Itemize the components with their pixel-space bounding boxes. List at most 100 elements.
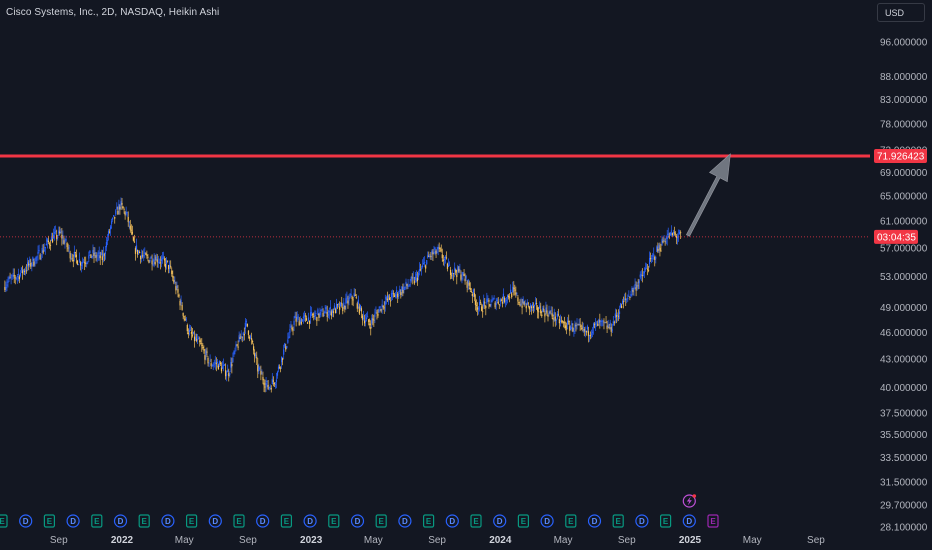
dividend-badge[interactable]: D	[256, 514, 270, 528]
candle	[102, 246, 104, 263]
candle	[554, 312, 556, 327]
candle	[261, 369, 263, 375]
candle	[386, 291, 388, 303]
candle	[115, 209, 117, 216]
candle	[449, 266, 452, 280]
time-tick-label: Sep	[807, 535, 825, 546]
currency-button[interactable]: USD	[877, 3, 925, 22]
dividend-badge[interactable]: D	[303, 514, 317, 528]
dividend-badge[interactable]: D	[113, 514, 128, 528]
dividend-badge[interactable]: D	[208, 514, 222, 528]
candle	[172, 270, 174, 282]
candle	[652, 253, 654, 263]
candle	[336, 303, 339, 310]
candle	[100, 249, 102, 256]
dividend-badge[interactable]: D	[66, 514, 80, 528]
candle	[16, 274, 18, 284]
earnings-badge[interactable]: E	[612, 514, 624, 528]
time-tick-label: May	[743, 535, 762, 546]
earnings-badge[interactable]: E	[233, 514, 245, 528]
earnings-badge[interactable]: E	[138, 514, 150, 528]
candle	[597, 320, 599, 327]
candle	[512, 281, 514, 293]
chart-title: Cisco Systems, Inc., 2D, NASDAQ, Heikin …	[6, 7, 220, 18]
candle	[315, 310, 317, 321]
candle	[361, 313, 364, 326]
candle	[225, 363, 227, 380]
candle	[341, 296, 343, 308]
candle	[72, 254, 74, 268]
candle	[78, 252, 81, 264]
earnings-badge[interactable]: E	[517, 514, 530, 528]
dividend-badge[interactable]: D	[19, 514, 33, 528]
candle	[44, 246, 46, 255]
candle	[57, 234, 59, 241]
svg-text:D: D	[592, 517, 598, 526]
candle	[75, 249, 77, 264]
candle	[381, 299, 383, 314]
projection-arrow[interactable]	[685, 153, 731, 237]
candle	[269, 384, 271, 390]
candle	[498, 304, 500, 310]
candle	[62, 230, 64, 245]
candle	[241, 336, 243, 343]
dividend-badge[interactable]: D	[445, 514, 459, 528]
earnings-badge[interactable]: E	[470, 514, 482, 528]
candle	[515, 286, 517, 298]
candle	[56, 229, 58, 246]
dividend-badge[interactable]: D	[161, 514, 175, 528]
earnings-badge[interactable]: E	[565, 514, 577, 528]
candle	[489, 304, 491, 307]
dividend-badge[interactable]: D	[350, 514, 365, 528]
candle	[483, 294, 485, 309]
earnings-badge[interactable]: E	[423, 514, 435, 528]
dividend-badge[interactable]: D	[398, 514, 412, 528]
earnings-badge[interactable]: E	[0, 514, 8, 528]
candle	[91, 255, 93, 259]
candle	[587, 326, 590, 343]
earnings-badge[interactable]: E	[280, 514, 292, 528]
earnings-badge[interactable]: E	[328, 514, 340, 528]
earnings-badge[interactable]: E	[375, 514, 387, 528]
candle	[156, 254, 158, 268]
dividend-badge[interactable]: D	[587, 514, 602, 528]
candle	[513, 281, 515, 296]
candle	[372, 313, 374, 326]
dividend-badge[interactable]: D	[540, 514, 554, 528]
candle	[95, 252, 97, 262]
candle	[307, 312, 310, 323]
dividend-badge[interactable]: D	[682, 514, 696, 528]
candle	[235, 341, 237, 352]
candle	[573, 327, 575, 337]
earnings-badge[interactable]: E	[186, 514, 198, 528]
candle	[292, 326, 294, 336]
candle	[194, 333, 197, 342]
candle	[433, 245, 435, 255]
candle	[468, 280, 470, 290]
dividend-badge[interactable]: D	[493, 514, 507, 528]
dividend-badge[interactable]: D	[635, 514, 649, 528]
time-axis[interactable]: Sep 2022 May Sep 2023 May Sep 2024 May Sep 2025 May…	[50, 535, 825, 546]
candle	[451, 272, 453, 279]
candle	[461, 271, 463, 284]
candle	[625, 292, 627, 306]
candle	[262, 371, 264, 385]
candle	[600, 320, 602, 326]
earnings-badge[interactable]: E	[659, 514, 672, 528]
candle	[107, 229, 110, 241]
earnings-badge[interactable]: E	[43, 514, 56, 528]
candle	[534, 296, 537, 306]
price-axis[interactable]: 96.00000088.00000083.00000078.00000073.0…	[871, 0, 932, 550]
candle	[249, 334, 252, 340]
earnings-badge[interactable]: E	[707, 514, 719, 528]
candle	[603, 318, 605, 330]
lightning-icon[interactable]	[682, 494, 697, 508]
candle	[598, 318, 600, 326]
candle	[379, 305, 381, 312]
candle	[187, 328, 189, 339]
svg-text:D: D	[639, 517, 645, 526]
candle	[198, 336, 200, 340]
candle	[23, 268, 26, 275]
earnings-badge[interactable]: E	[91, 514, 103, 528]
